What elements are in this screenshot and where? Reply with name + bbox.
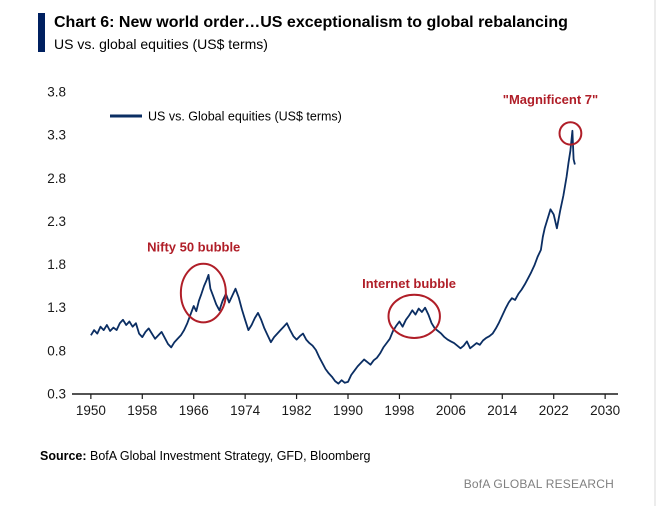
source-text: BofA Global Investment Strategy, GFD, Bl…	[86, 449, 371, 463]
annotation-label: Internet bubble	[362, 276, 456, 291]
line-chart: 0.3 0.8 1.3 1.8 2.3 2.8 3.3 3.8 1950 1958 1966 1974…	[47, 85, 620, 419]
x-tick-label: 2022	[539, 403, 569, 418]
legend-label: US vs. Global equities (US$ terms)	[148, 110, 342, 124]
x-tick-label: 1998	[384, 403, 414, 418]
chart-area: 0.3 0.8 1.3 1.8 2.3 2.8 3.3 3.8 1950 1958 1966 1974…	[30, 76, 630, 424]
x-tick-label: 2006	[436, 403, 466, 418]
x-tick-label: 1966	[179, 403, 209, 418]
title-accent-bar	[38, 13, 45, 52]
brand-mark: BofA GLOBAL RESEARCH	[463, 477, 614, 491]
x-tick-label: 1950	[76, 403, 106, 418]
chart-title: Chart 6: New world order…US exceptionali…	[54, 14, 568, 31]
y-tick-label: 0.3	[47, 387, 66, 402]
y-tick-label: 3.8	[47, 85, 66, 100]
y-tick-label: 3.3	[47, 128, 66, 143]
chart-header: Chart 6: New world order…US exceptionali…	[38, 13, 568, 52]
y-tick-label: 2.3	[47, 214, 66, 229]
title-block: Chart 6: New world order…US exceptionali…	[54, 13, 568, 52]
source-label: Source:	[40, 449, 87, 463]
source-line: Source: BofA Global Investment Strategy,…	[40, 449, 370, 463]
x-tick-label: 1990	[333, 403, 363, 418]
series-line	[90, 129, 576, 385]
y-tick-label: 0.8	[47, 343, 66, 358]
x-tick-label: 1982	[282, 403, 312, 418]
chart-subtitle: US vs. global equities (US$ terms)	[54, 35, 268, 52]
y-tick-label: 1.8	[47, 257, 66, 272]
annotation-circle	[558, 121, 583, 146]
y-tick-label: 2.8	[47, 171, 66, 186]
x-tick-label: 1958	[127, 403, 157, 418]
annotation-label: "Magnificent 7"	[503, 92, 598, 107]
annotation-circle	[387, 293, 441, 339]
x-tick-label: 1974	[230, 403, 261, 418]
y-tick-label: 1.3	[47, 300, 66, 315]
x-tick-label: 2030	[590, 403, 620, 418]
annotation-label: Nifty 50 bubble	[147, 240, 240, 255]
x-tick-label: 2014	[487, 403, 518, 418]
annotation-circle	[179, 262, 227, 324]
